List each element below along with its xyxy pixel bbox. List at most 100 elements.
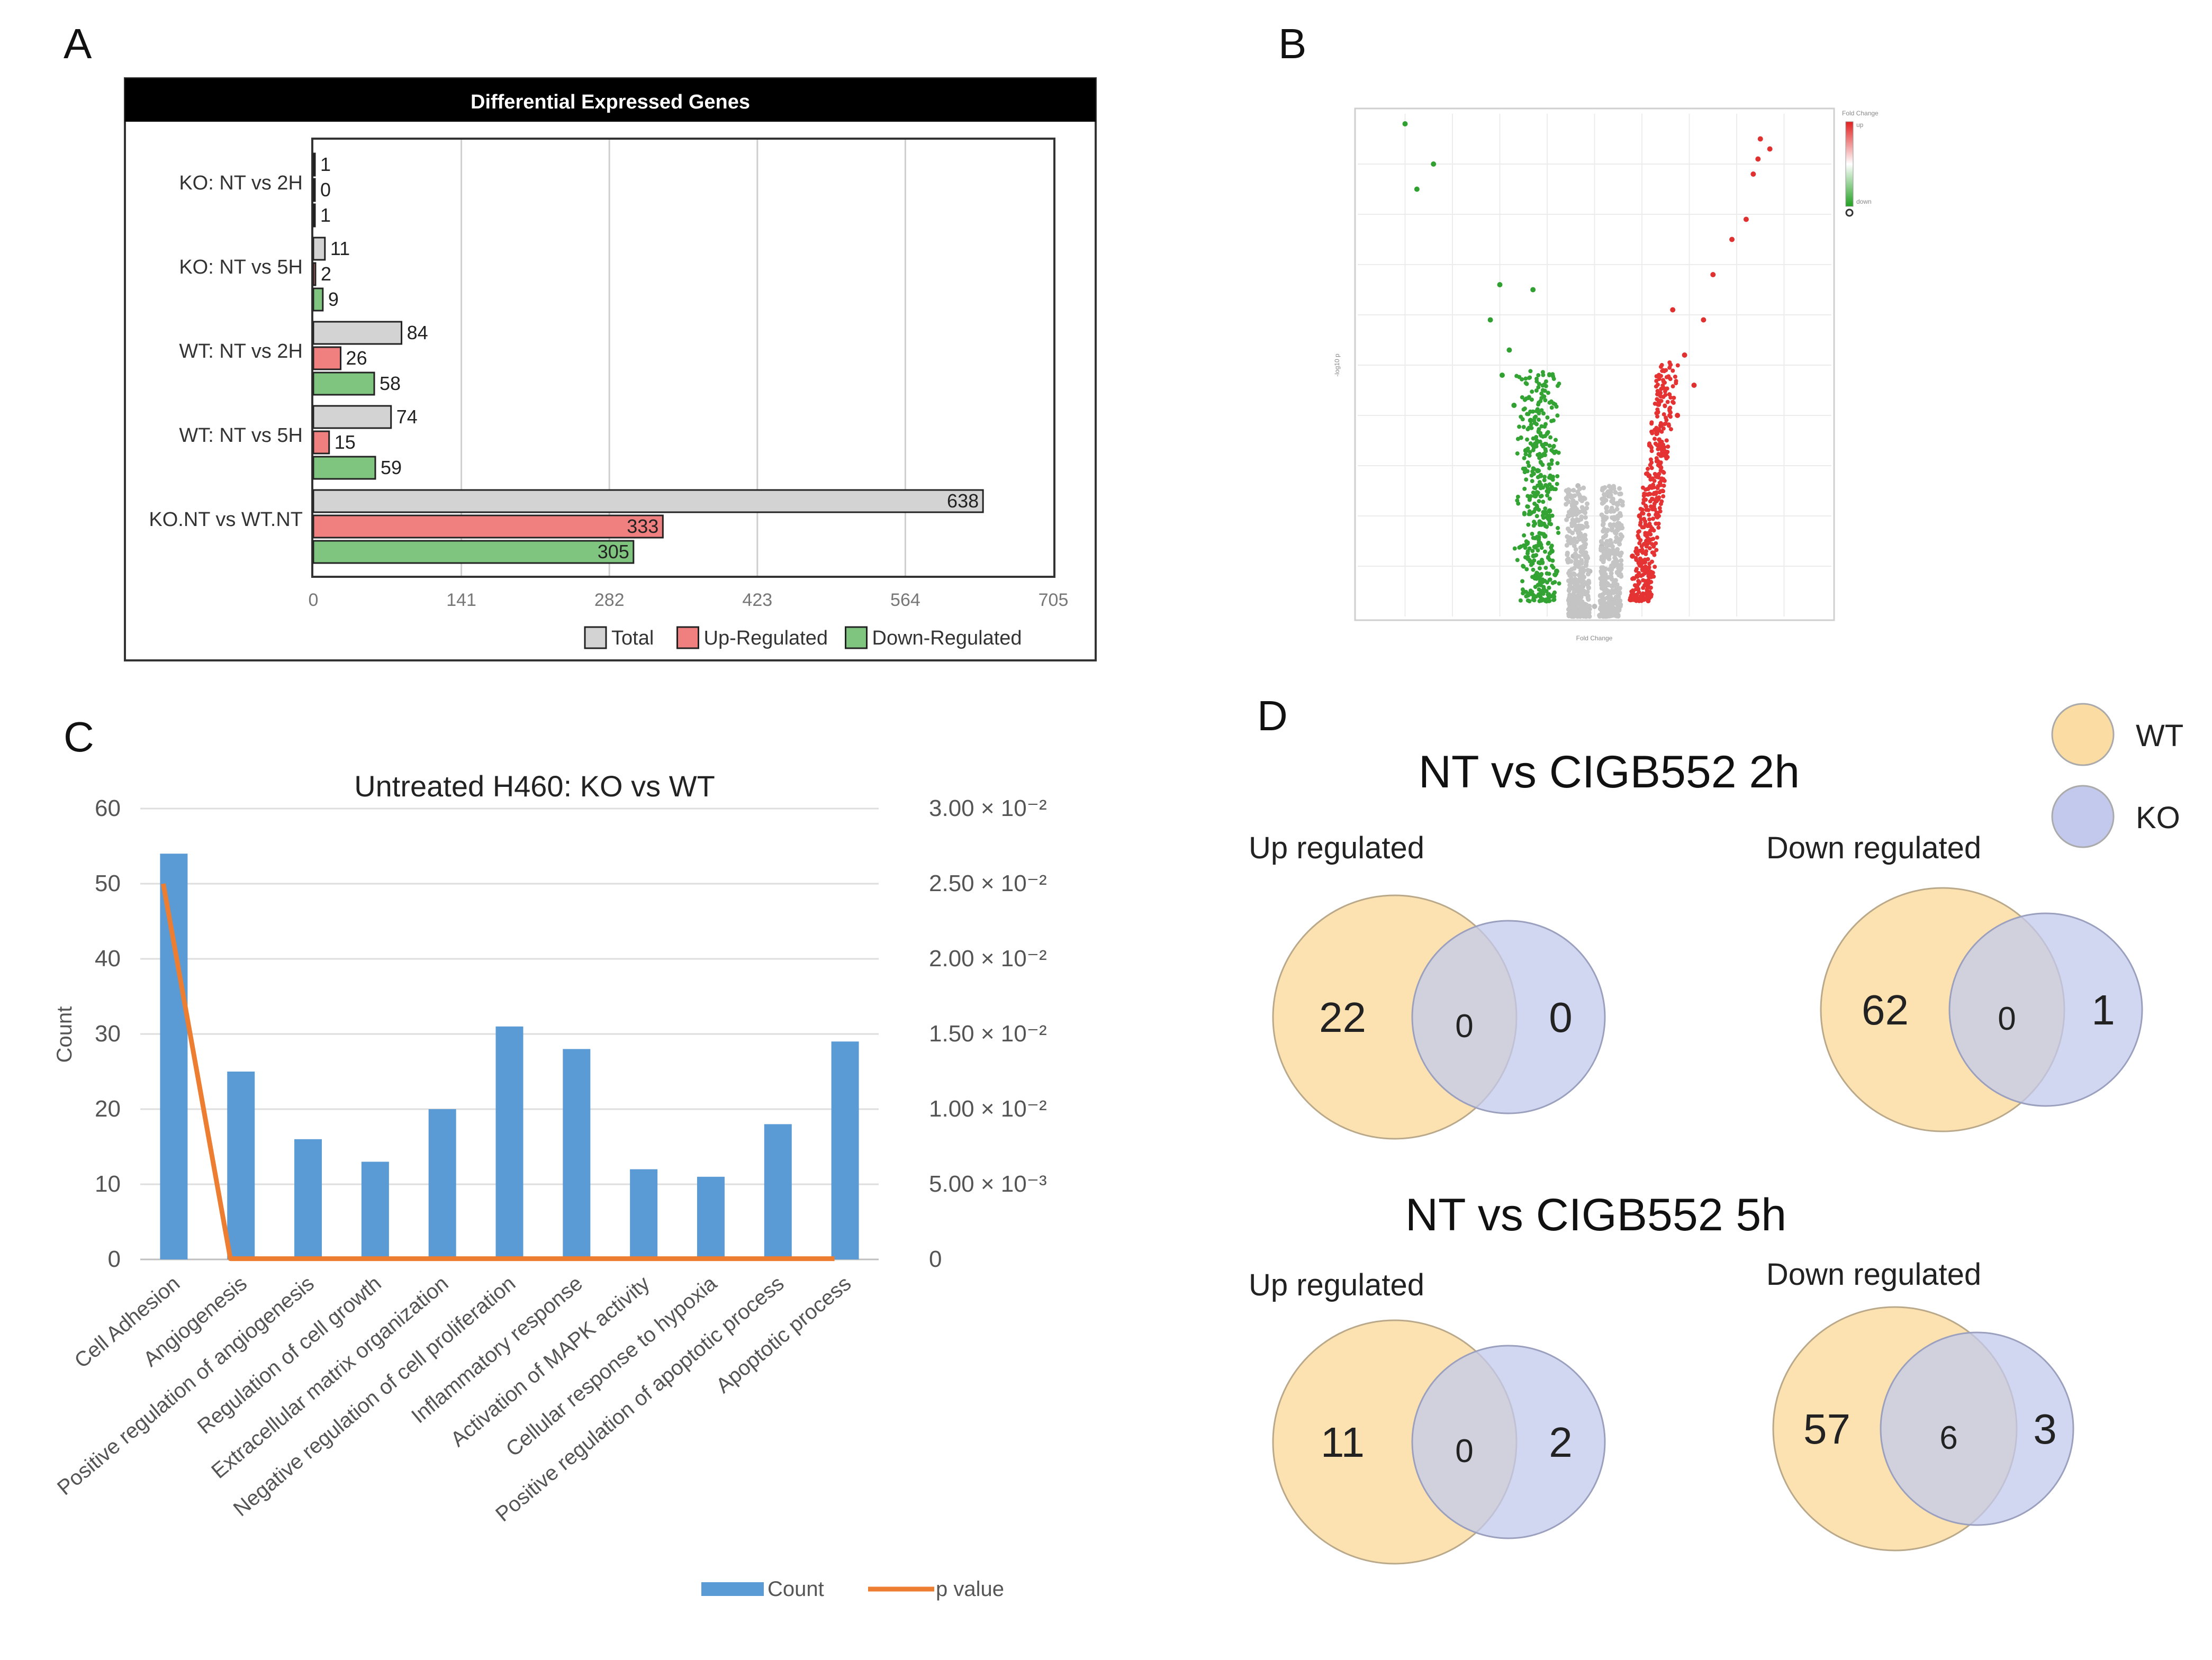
panel-a-bar-down-regulated — [312, 371, 375, 396]
panel-c-ytick: 0 — [108, 1246, 121, 1272]
panel-b-point-down-regulated — [1528, 441, 1533, 446]
panel-b-point-down-regulated — [1557, 581, 1561, 586]
panel-b-point-not-significant — [1573, 551, 1578, 557]
panel-b-point-down-regulated — [1515, 437, 1520, 441]
panel-b-point-down-regulated — [1539, 424, 1544, 429]
panel-b-point-not-significant — [1600, 496, 1605, 502]
panel-a-bar-up-regulated — [312, 178, 316, 202]
panel-b-point-not-significant — [1585, 595, 1591, 601]
panel-d-venn-wt-only: 22 — [1319, 994, 1366, 1041]
panel-b-point-down-regulated — [1534, 438, 1539, 443]
panel-a-legend-swatch — [584, 626, 607, 649]
panel-b-point-down-regulated — [1536, 583, 1540, 587]
panel-b-point-not-significant — [1604, 590, 1610, 595]
panel-b-point-down-regulated — [1402, 121, 1408, 126]
panel-b-point-down-regulated — [1538, 579, 1542, 584]
panel-b-point-down-regulated — [1532, 494, 1537, 498]
panel-b-point-not-significant — [1585, 604, 1591, 609]
panel-b-point-down-regulated — [1524, 594, 1529, 598]
panel-b-point-not-significant — [1569, 567, 1574, 572]
panel-b-point-not-significant — [1568, 493, 1574, 498]
panel-b-point-up-regulated — [1647, 512, 1651, 517]
panel-c-ytick: 60 — [95, 795, 121, 821]
panel-b-point-not-significant — [1570, 604, 1576, 610]
panel-b-point-up-regulated — [1641, 568, 1646, 573]
panel-b-point-down-regulated — [1552, 590, 1557, 595]
panel-b-point-down-regulated — [1517, 424, 1522, 429]
panel-b-point-up-regulated — [1659, 499, 1664, 504]
panel-b-point-down-regulated — [1540, 370, 1545, 375]
panel-a-bar-value: 84 — [407, 322, 428, 343]
panel-b-point-up-regulated — [1643, 531, 1648, 536]
panel-b-point-not-significant — [1617, 541, 1622, 547]
panel-b-point-not-significant — [1617, 492, 1622, 497]
panel-a-title: Differential Expressed Genes — [471, 91, 750, 113]
panel-b-point-down-regulated — [1531, 567, 1536, 572]
panel-b-point-up-regulated — [1656, 521, 1661, 526]
panel-b-point-up-regulated — [1654, 374, 1659, 379]
panel-b-point-down-regulated — [1545, 415, 1550, 420]
panel-b-point-down-regulated — [1528, 494, 1533, 498]
panel-b-point-not-significant — [1611, 560, 1616, 565]
panel-b-point-not-significant — [1608, 523, 1613, 528]
panel-b-point-up-regulated — [1636, 530, 1641, 534]
panel-b-point-up-regulated — [1674, 379, 1678, 384]
panel-b-point-not-significant — [1592, 604, 1597, 609]
panel-b-point-up-regulated — [1656, 463, 1660, 468]
panel-b-point-down-regulated — [1522, 470, 1527, 475]
panel-b-point-down-regulated — [1542, 475, 1547, 479]
panel-b-point-up-regulated — [1633, 549, 1638, 554]
panel-b-point-down-regulated — [1523, 376, 1528, 381]
panel-b-point-not-significant — [1604, 505, 1609, 511]
panel-b-point-not-significant — [1610, 515, 1615, 520]
panel-b-point-down-regulated — [1551, 401, 1556, 406]
panel-b-point-down-regulated — [1537, 480, 1542, 485]
panel-b-point-down-regulated — [1529, 422, 1533, 427]
panel-c-bar-count — [563, 1049, 591, 1259]
panel-b-point-down-regulated — [1539, 583, 1543, 587]
panel-b-point-up-regulated — [1641, 585, 1646, 590]
panel-b-point-down-regulated — [1520, 395, 1524, 400]
panel-b-point-down-regulated — [1556, 450, 1561, 455]
panel-b-point-up-regulated — [1710, 272, 1716, 277]
panel-b-point-up-regulated — [1682, 352, 1687, 358]
panel-b-point-up-regulated — [1647, 565, 1651, 570]
panel-b-point-down-regulated — [1549, 543, 1554, 548]
panel-b-point-down-regulated — [1515, 451, 1520, 456]
panel-b-point-not-significant — [1582, 579, 1587, 585]
panel-b-point-up-regulated — [1668, 362, 1673, 367]
panel-b-point-up-regulated — [1646, 467, 1650, 471]
panel-b-point-up-regulated — [1648, 477, 1653, 482]
panel-b-point-up-regulated — [1666, 374, 1671, 379]
panel-b-point-up-regulated — [1672, 395, 1676, 400]
panel-a-legend-total: Total — [611, 627, 654, 649]
panel-a-xtick: 0 — [309, 590, 319, 610]
panel-b-point-up-regulated — [1647, 546, 1652, 551]
panel-b-point-up-regulated — [1655, 388, 1660, 393]
panel-b-point-down-regulated — [1528, 409, 1533, 414]
panel-b-point-down-regulated — [1546, 540, 1551, 545]
panel-b-point-down-regulated — [1542, 434, 1547, 439]
panel-b-point-up-regulated — [1654, 432, 1659, 437]
panel-b-point-down-regulated — [1524, 567, 1529, 572]
panel-b-point-not-significant — [1574, 527, 1579, 532]
panel-b-point-not-significant — [1610, 584, 1615, 589]
panel-b-point-not-significant — [1603, 546, 1609, 551]
panel-b-point-down-regulated — [1547, 482, 1552, 487]
panel-b-point-down-regulated — [1546, 556, 1550, 560]
panel-b-point-down-regulated — [1546, 592, 1550, 597]
panel-b-point-up-regulated — [1642, 560, 1647, 565]
panel-b-point-up-regulated — [1628, 598, 1633, 603]
panel-b-point-down-regulated — [1544, 442, 1549, 447]
panel-b-point-not-significant — [1617, 586, 1622, 591]
panel-b-point-up-regulated — [1657, 401, 1662, 406]
panel-b-point-not-significant — [1599, 582, 1604, 587]
panel-b-point-down-regulated — [1547, 443, 1552, 448]
panel-b-point-down-regulated — [1542, 453, 1547, 458]
panel-c-letter: C — [64, 713, 94, 760]
panel-b-point-up-regulated — [1649, 446, 1654, 450]
panel-a-bar-up-regulated — [312, 430, 330, 455]
panel-b-point-down-regulated — [1514, 374, 1519, 378]
panel-b-point-down-regulated — [1548, 435, 1553, 440]
